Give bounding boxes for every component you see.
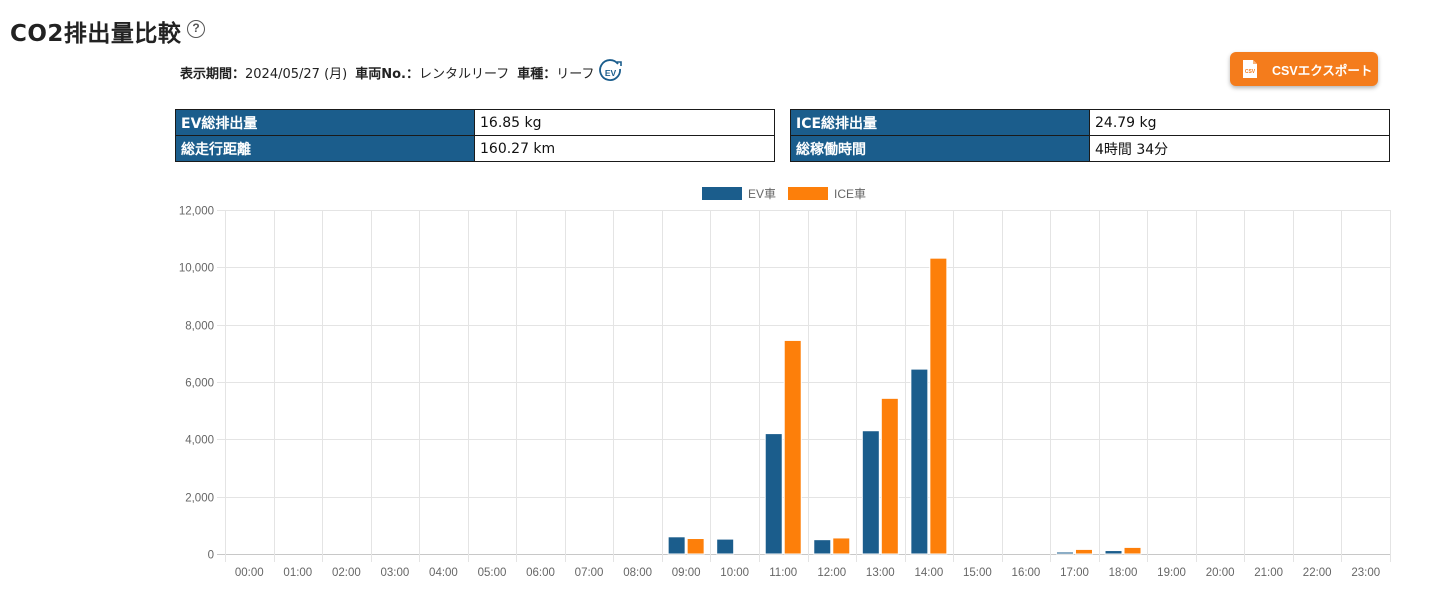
total-distance-label: 総走行距離 <box>175 135 475 162</box>
ev-charge-icon: EV <box>599 59 623 81</box>
y-tick-label: 4,000 <box>185 435 214 447</box>
legend-swatch-ev <box>702 187 742 200</box>
x-tick-label: 22:00 <box>1303 567 1332 579</box>
bar-ice-17:00[interactable] <box>1074 548 1093 555</box>
chart-legend: EV車 ICE車 <box>702 185 878 202</box>
bar-ev-11:00[interactable] <box>764 433 783 555</box>
vehicle-type-label: 車種： <box>517 66 557 82</box>
y-tick-label: 0 <box>208 550 214 562</box>
y-tick-label: 8,000 <box>185 321 214 333</box>
bar-ice-09:00[interactable] <box>686 538 705 555</box>
period-label: 表示期間： <box>180 66 246 82</box>
ice-total-emission-value: 24.79 kg <box>1089 109 1390 136</box>
bar-ice-12:00[interactable] <box>832 537 851 555</box>
bar-ice-11:00[interactable] <box>783 339 802 555</box>
y-tick-label: 6,000 <box>185 378 214 390</box>
bar-ev-10:00[interactable] <box>716 538 735 555</box>
bar-ev-12:00[interactable] <box>813 539 832 555</box>
table-row: ICE総排出量 24.79 kg <box>790 109 1390 136</box>
total-distance-value: 160.27 km <box>474 135 775 162</box>
page-title: CO2排出量比較 <box>10 21 182 47</box>
csv-file-icon: CSV <box>1243 60 1257 78</box>
csv-export-button[interactable]: CSV CSVエクスポート <box>1230 52 1378 86</box>
y-tick-label: 12,000 <box>179 206 214 218</box>
csv-export-label: CSVエクスポート <box>1272 63 1373 78</box>
table-row: 総稼働時間 4時間 34分 <box>790 135 1390 162</box>
legend-label-ev: EV車 <box>748 187 777 201</box>
y-tick-label: 2,000 <box>185 493 214 505</box>
x-tick-label: 16:00 <box>1012 567 1041 579</box>
display-info: 表示期間： 2024/05/27 (月) 車両No.： レンタルリーフ 車種： … <box>180 59 624 85</box>
x-tick-label: 05:00 <box>478 567 507 579</box>
period-value: 2024/05/27 (月) <box>245 66 348 82</box>
x-tick-label: 04:00 <box>429 567 458 579</box>
x-tick-label: 17:00 <box>1060 567 1089 579</box>
x-tick-label: 19:00 <box>1157 567 1186 579</box>
x-tick-label: 15:00 <box>963 567 992 579</box>
x-tick-label: 08:00 <box>623 567 652 579</box>
x-tick-label: 18:00 <box>1109 567 1138 579</box>
x-tick-label: 21:00 <box>1254 567 1283 579</box>
table-row: 総走行距離 160.27 km <box>175 135 775 162</box>
bar-ev-18:00[interactable] <box>1104 550 1123 555</box>
legend-item-ev[interactable]: EV車 <box>702 185 776 202</box>
total-operating-time-value: 4時間 34分 <box>1089 135 1390 162</box>
vehicle-no-value: レンタルリーフ <box>418 66 510 82</box>
y-tick-label: 10,000 <box>179 263 214 275</box>
question-circle-icon[interactable]: ? <box>187 20 205 38</box>
x-tick-label: 14:00 <box>914 567 943 579</box>
x-tick-label: 06:00 <box>526 567 555 579</box>
bar-ev-13:00[interactable] <box>861 430 880 555</box>
bar-ev-09:00[interactable] <box>667 536 686 555</box>
legend-swatch-ice <box>788 187 829 200</box>
total-operating-time-label: 総稼働時間 <box>790 135 1090 162</box>
vehicle-no-label: 車両No.： <box>355 66 419 82</box>
bar-ev-14:00[interactable] <box>910 368 929 555</box>
ev-badge-text: EV <box>605 68 617 78</box>
ice-summary-table: ICE総排出量 24.79 kg 総稼働時間 4時間 34分 <box>790 109 1390 162</box>
bar-ice-18:00[interactable] <box>1123 546 1142 555</box>
ev-summary-table: EV総排出量 16.85 kg 総走行距離 160.27 km <box>175 109 775 162</box>
x-tick-label: 09:00 <box>672 567 701 579</box>
x-tick-label: 13:00 <box>866 567 895 579</box>
vehicle-type-value: リーフ <box>556 66 595 82</box>
x-tick-label: 12:00 <box>817 567 846 579</box>
x-tick-label: 00:00 <box>235 567 264 579</box>
x-tick-label: 02:00 <box>332 567 361 579</box>
bar-ice-14:00[interactable] <box>929 257 948 555</box>
legend-label-ice: ICE車 <box>834 187 867 201</box>
csv-file-icon-text: CSV <box>1245 69 1256 75</box>
x-tick-label: 20:00 <box>1206 567 1235 579</box>
x-tick-label: 01:00 <box>283 567 312 579</box>
x-tick-label: 23:00 <box>1351 567 1380 579</box>
legend-item-ice[interactable]: ICE車 <box>788 185 866 202</box>
x-tick-label: 07:00 <box>575 567 604 579</box>
bar-ice-13:00[interactable] <box>880 397 899 555</box>
x-tick-label: 11:00 <box>769 567 797 579</box>
x-tick-label: 03:00 <box>381 567 410 579</box>
x-tick-label: 10:00 <box>720 567 749 579</box>
bar-ev-17:00[interactable] <box>1055 551 1074 555</box>
